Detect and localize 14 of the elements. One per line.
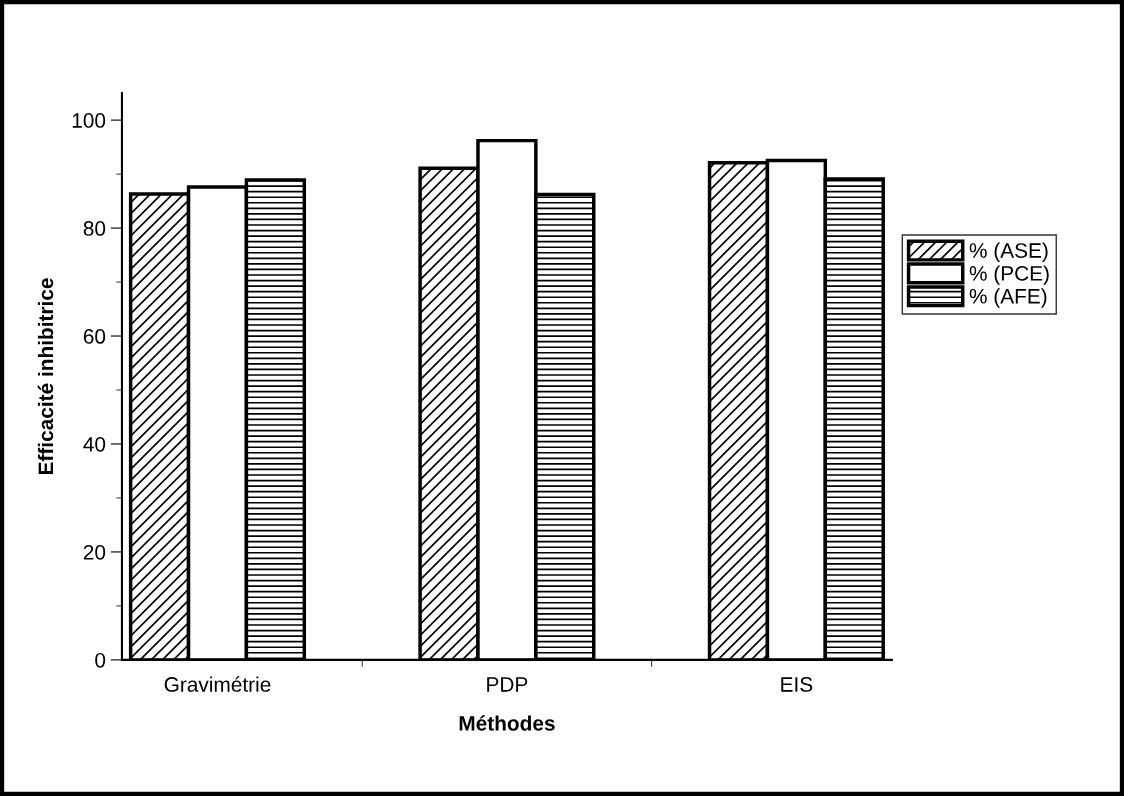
x-tick-label: PDP bbox=[487, 677, 528, 692]
y-tick-label: 40 bbox=[83, 436, 106, 452]
y-tick-label: 60 bbox=[83, 329, 106, 344]
y-tick-label: 0 bbox=[95, 652, 106, 668]
legend-label: % (ASE) bbox=[969, 242, 1048, 263]
y-axis-title: Efficacité inhibitrice bbox=[37, 278, 54, 475]
y-tick-label: 100 bbox=[72, 113, 106, 128]
legend-label: % (AFE) bbox=[969, 288, 1047, 308]
y-tick-label: 20 bbox=[83, 544, 106, 560]
y-tick-label: 80 bbox=[83, 221, 106, 236]
x-tick-label: EIS bbox=[781, 677, 813, 692]
legend-label: % (PCE) bbox=[969, 265, 1049, 285]
x-axis-title: Méthodes bbox=[459, 715, 555, 731]
x-tick-label: Gravimétrie bbox=[164, 676, 271, 692]
